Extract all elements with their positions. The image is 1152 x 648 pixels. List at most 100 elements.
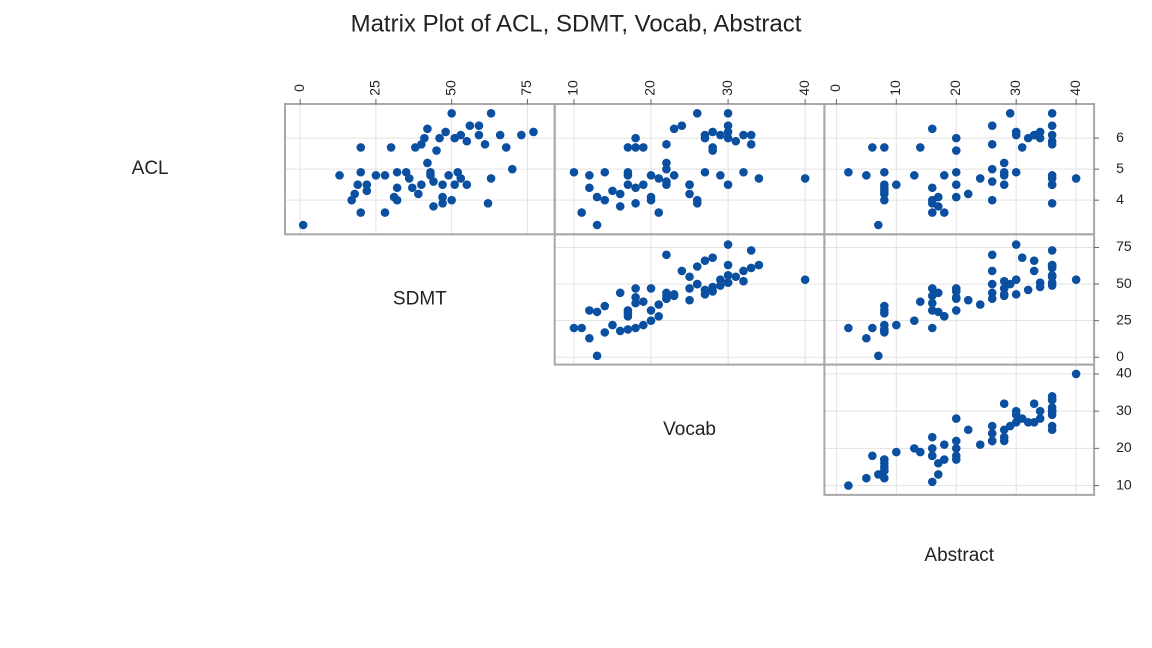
point: [951, 451, 961, 461]
chart-title: Matrix Plot of ACL, SDMT, Vocab, Abstrac…: [351, 10, 802, 37]
point: [723, 260, 733, 270]
point: [639, 297, 648, 306]
point: [975, 300, 985, 309]
point: [987, 294, 997, 304]
point: [700, 167, 710, 177]
point: [844, 323, 853, 333]
point: [423, 124, 432, 134]
x-tick-label: 75: [518, 80, 534, 96]
point: [1047, 180, 1057, 189]
point: [1029, 130, 1039, 140]
point: [654, 208, 664, 217]
variable-label: Vocab: [663, 419, 716, 440]
point: [963, 295, 973, 305]
point: [600, 167, 610, 177]
point: [639, 320, 648, 330]
point: [407, 183, 417, 193]
y-tick-label: 4: [1116, 191, 1124, 207]
point: [608, 186, 617, 196]
point: [927, 444, 937, 453]
point: [615, 288, 625, 298]
point: [708, 143, 717, 152]
point: [939, 311, 949, 321]
point: [646, 284, 656, 293]
point: [350, 189, 359, 199]
point: [631, 284, 640, 293]
point: [353, 180, 363, 189]
point: [592, 307, 602, 317]
point: [1047, 406, 1057, 416]
point: [1011, 275, 1021, 284]
point: [880, 306, 889, 315]
point: [927, 306, 937, 315]
point: [700, 130, 710, 140]
point: [585, 306, 594, 315]
point: [1017, 253, 1027, 263]
point: [669, 171, 679, 180]
point: [739, 167, 748, 177]
point: [639, 180, 648, 189]
point: [716, 281, 725, 290]
point: [474, 121, 484, 131]
point: [298, 220, 308, 230]
point: [529, 127, 538, 137]
point: [1029, 266, 1039, 276]
point: [880, 455, 889, 464]
variable-label: Abstract: [924, 545, 994, 566]
point: [880, 143, 889, 152]
point: [654, 300, 664, 309]
point: [1047, 198, 1057, 208]
point: [862, 171, 871, 180]
point: [1029, 399, 1039, 408]
point: [1071, 174, 1081, 183]
point: [723, 121, 733, 131]
point: [569, 323, 579, 333]
point: [868, 323, 877, 333]
point: [927, 183, 937, 193]
point: [662, 294, 671, 304]
point: [927, 432, 937, 442]
point: [723, 133, 733, 143]
point: [585, 333, 594, 343]
point: [999, 158, 1009, 168]
y-tick-label: 75: [1116, 238, 1132, 254]
x-tick-label: 10: [565, 80, 581, 96]
point: [999, 291, 1009, 301]
point: [939, 208, 949, 217]
x-tick-label: 30: [719, 80, 735, 96]
x-tick-label: 10: [887, 80, 903, 96]
point: [746, 140, 756, 149]
point: [951, 133, 961, 143]
point: [1035, 278, 1045, 287]
point: [987, 164, 997, 174]
point: [1005, 421, 1015, 431]
point: [739, 266, 748, 276]
point: [1047, 395, 1057, 405]
point: [362, 186, 372, 196]
point: [631, 183, 640, 193]
point: [639, 143, 648, 152]
point: [623, 143, 633, 152]
point: [1011, 127, 1021, 137]
point: [731, 136, 741, 146]
point: [685, 295, 694, 305]
point: [708, 253, 717, 263]
point: [462, 136, 472, 146]
point: [486, 174, 496, 183]
point: [746, 263, 756, 273]
point: [1017, 414, 1027, 423]
point: [700, 256, 710, 265]
point: [987, 421, 997, 431]
point: [987, 429, 997, 438]
point: [438, 180, 447, 189]
point: [1023, 285, 1033, 295]
x-tick-label: 30: [1007, 80, 1023, 96]
point: [585, 183, 594, 193]
point: [999, 399, 1009, 408]
point: [723, 270, 733, 280]
point: [414, 189, 423, 199]
point: [987, 279, 997, 289]
point: [975, 440, 985, 449]
point: [631, 143, 640, 152]
